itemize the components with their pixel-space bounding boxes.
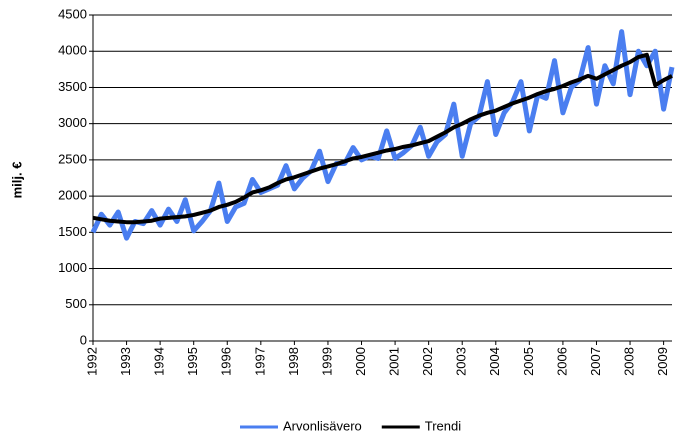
- x-tick-label: 2006: [554, 347, 569, 376]
- x-tick-label: 1995: [185, 347, 200, 376]
- x-tick-label: 2004: [487, 347, 502, 376]
- x-tick-label: 1993: [118, 347, 133, 376]
- y-tick-label: 4000: [58, 43, 87, 58]
- y-tick-label: 500: [65, 296, 87, 311]
- x-tick-label: 2005: [521, 347, 536, 376]
- y-tick-label: 4500: [58, 6, 87, 21]
- x-tick-label: 1996: [219, 347, 234, 376]
- y-tick-label: 3000: [58, 115, 87, 130]
- x-tick-label: 1992: [84, 347, 99, 376]
- x-tick-label: 1998: [286, 347, 301, 376]
- x-tick-label: 1994: [152, 347, 167, 376]
- x-tick-label: 2008: [621, 347, 636, 376]
- x-tick-label: 2002: [420, 347, 435, 376]
- y-axis-label: milj. €: [9, 162, 24, 199]
- x-tick-label: 2003: [454, 347, 469, 376]
- y-tick-label: 1000: [58, 260, 87, 275]
- y-tick-label: 0: [80, 332, 87, 347]
- x-tick-label: 2001: [387, 347, 402, 376]
- series-line: [92, 52, 673, 225]
- y-tick-label: 3500: [58, 79, 87, 94]
- legend-label: Trendi: [425, 418, 461, 433]
- y-tick-label: 2000: [58, 188, 87, 203]
- x-tick-label: 2000: [353, 347, 368, 376]
- x-tick-label: 1999: [319, 347, 334, 376]
- y-tick-label: 2500: [58, 151, 87, 166]
- y-tick-label: 1500: [58, 224, 87, 239]
- series-line: [90, 29, 675, 241]
- x-tick-label: 2009: [655, 347, 670, 376]
- x-tick-label: 2007: [588, 347, 603, 376]
- x-tick-label: 1997: [252, 347, 267, 376]
- legend-label: Arvonlisävero: [283, 418, 362, 433]
